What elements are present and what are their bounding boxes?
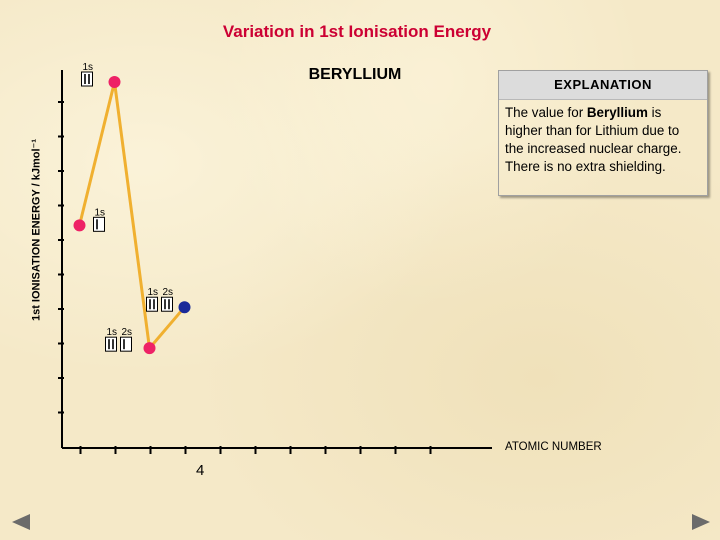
slide-title: Variation in 1st Ionisation Energy (222, 22, 492, 41)
explanation-heading: EXPLANATION (499, 71, 707, 100)
orbital-box (93, 216, 105, 232)
orbital-box (161, 296, 173, 312)
orbital-box (105, 336, 117, 352)
orbital-box (146, 296, 158, 312)
data-point (143, 342, 156, 355)
explanation-text-after: is higher than for Lithium due to the in… (505, 105, 682, 174)
data-point (73, 219, 86, 232)
data-point (178, 301, 191, 314)
y-axis-label-text: 1st IONISATION ENERGY / kJmol⁻¹ (30, 138, 43, 322)
x-tick-label: 4 (196, 462, 205, 479)
orbital-box (120, 336, 132, 352)
explanation-text-bold: Beryllium (586, 105, 648, 120)
element-label: BERYLLIUM (308, 66, 402, 83)
series-line (78, 81, 186, 352)
orbital-label: 2s (122, 327, 133, 338)
data-point (108, 76, 121, 88)
x-axis-label: ATOMIC NUMBER (505, 441, 602, 453)
explanation-text: The value for Beryllium is higher than f… (499, 100, 707, 180)
orbital-label: 2s (163, 287, 174, 298)
orbital-box (81, 71, 93, 87)
orbital-label: 1s (95, 207, 106, 218)
explanation-box: EXPLANATION The value for Beryllium is h… (498, 70, 708, 196)
triangle-right-icon[interactable] (692, 514, 710, 530)
triangle-left-icon[interactable] (12, 514, 30, 530)
orbital-label: 1s (148, 287, 159, 298)
orbital-label: 1s (107, 327, 118, 338)
orbital-label: 1s (83, 62, 94, 73)
explanation-text-before: The value for (505, 105, 587, 120)
